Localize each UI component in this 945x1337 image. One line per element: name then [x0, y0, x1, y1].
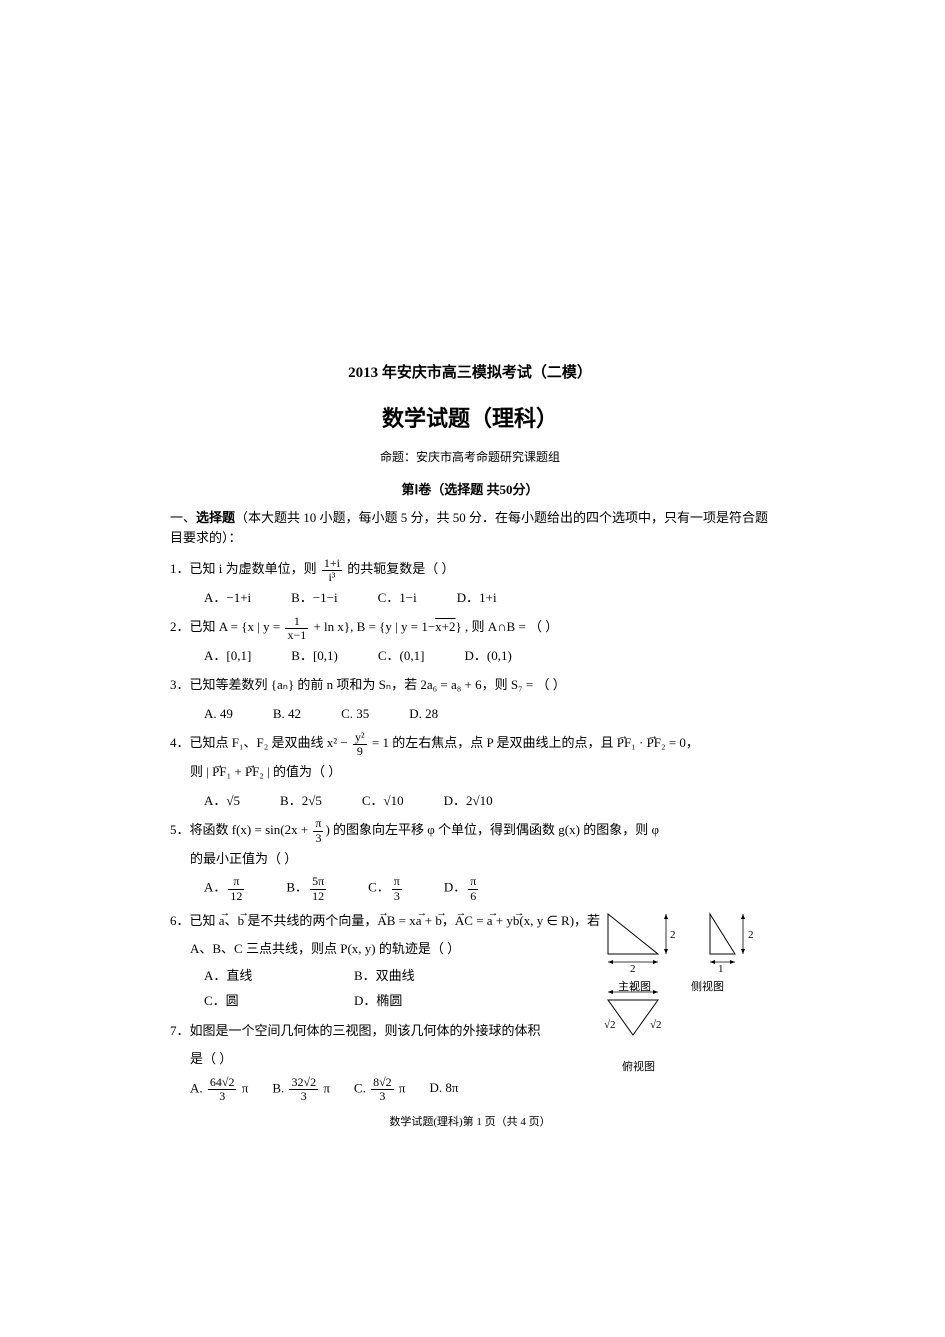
question-4: 4．已知点 F₁、F₂ 是双曲线 x² − y²9 = 1 的左右焦点，点 P … [170, 729, 770, 812]
top-right-edge: √2 [650, 1019, 662, 1031]
author-line: 命题：安庆市高考命题研究课题组 [170, 447, 770, 469]
q4-pf2: PF₂ [647, 735, 666, 750]
q4-opt-b: B．2√5 [280, 789, 322, 812]
question-1: 1．已知 i 为虚数单位，则 1+ii³ 的共轭复数是（ ） A．−1+i B．… [170, 555, 770, 609]
q5-opt-c: C．π3 [368, 875, 404, 902]
q2-opt-b: B．[0,1) [291, 644, 338, 667]
q1-opt-b: B．−1−i [291, 586, 337, 609]
q2-sqrt: x+2 [435, 619, 455, 634]
q4-opt-d: D．2√10 [444, 789, 493, 812]
three-view-diagram: 2 2 2 1 2 √2 √2 [600, 910, 780, 1078]
q2-fraction: 1x−1 [285, 615, 308, 642]
q6-opt-b: B．双曲线 [354, 964, 504, 987]
q4-options: A．√5 B．2√5 C．√10 D．2√10 [170, 789, 770, 812]
top-view-label: 俯视图 [622, 1061, 655, 1073]
q1-opt-c: C．1−i [378, 586, 417, 609]
q5-fraction: π3 [313, 817, 323, 844]
section-header: 一、选择题（本大题共 10 小题，每小题 5 分，共 50 分．在每小题给出的四… [170, 508, 770, 550]
q4-opt-a: A．√5 [204, 789, 240, 812]
section-prefix: 一、 [170, 510, 196, 525]
q4-stem: 4．已知点 F₁、F₂ 是双曲线 x² − y²9 = 1 的左右焦点，点 P … [170, 729, 770, 758]
q5-stem: 5．将函数 f(x) = sin(2x + π3) 的图象向左平移 φ 个单位，… [170, 816, 770, 845]
section-rest: （本大题共 10 小题，每小题 5 分，共 50 分．在每小题给出的四个选项中，… [170, 510, 768, 546]
main-title: 2013 年安庆市高三模拟考试（二模） [170, 360, 770, 387]
q3-opt-b: B. 42 [273, 702, 301, 725]
page-footer: 数学试题(理科)第 1 页（共 4 页） [170, 1113, 770, 1133]
q5-opt-a: A．π12 [204, 875, 246, 902]
question-2: 2．已知 A = {x | y = 1x−1 + ln x}, B = {y |… [170, 613, 770, 667]
q4-line2: 则 | PF₁ + PF₂ | 的值为（ ） [170, 758, 770, 787]
q5-opt-b: B．5π12 [286, 875, 328, 902]
front-base: 2 [630, 963, 636, 975]
q7-options: A. 64√23 π B. 32√23 π C. 8√23 π D. 8π [170, 1076, 590, 1103]
question-3: 3．已知等差数列 {aₙ} 的前 n 项和为 Sₙ，若 2a₆ = a₈ + 6… [170, 671, 770, 725]
section-bold: 选择题 [196, 510, 235, 525]
side-height: 2 [748, 929, 754, 941]
exam-page: 2013 年安庆市高三模拟考试（二模） 数学试题（理科） 命题：安庆市高考命题研… [170, 360, 770, 1133]
q3-opt-a: A. 49 [204, 702, 233, 725]
q2-opt-d: D．(0,1) [464, 644, 511, 667]
part-title: 第Ⅰ卷（选择题 共50分） [170, 478, 770, 501]
q7-line2: 是（ ） [170, 1045, 590, 1074]
q1-stem: 1．已知 i 为虚数单位，则 1+ii³ 的共轭复数是（ ） [170, 555, 770, 584]
question-5: 5．将函数 f(x) = sin(2x + π3) 的图象向左平移 φ 个单位，… [170, 816, 770, 903]
q3-options: A. 49 B. 42 C. 35 D. 28 [170, 702, 770, 725]
sub-title: 数学试题（理科） [170, 399, 770, 439]
q4-pf1: PF₁ [617, 735, 636, 750]
q6-opt-c: C．圆 [204, 989, 354, 1012]
q7-opt-a: A. 64√23 π [190, 1076, 248, 1103]
front-height: 2 [670, 929, 676, 941]
q7-opt-d: D. 8π [430, 1076, 459, 1103]
q5-options: A．π12 B．5π12 C．π3 D．π6 [170, 875, 770, 902]
q7-opt-b: B. 32√23 π [272, 1076, 330, 1103]
q1-opt-a: A．−1+i [204, 586, 251, 609]
q1-fraction: 1+ii³ [322, 557, 342, 584]
q6-opt-a: A．直线 [204, 964, 354, 987]
q2-stem: 2．已知 A = {x | y = 1x−1 + ln x}, B = {y |… [170, 613, 770, 642]
q6-opt-d: D．椭圆 [354, 989, 504, 1012]
side-base: 1 [718, 963, 724, 975]
q3-opt-d: D. 28 [409, 702, 438, 725]
q2-options: A．[0,1] B．[0,1) C．(0,1] D．(0,1) [170, 644, 770, 667]
question-7: 7．如图是一个空间几何体的三视图，则该几何体的外接球的体积 是（ ） A. 64… [170, 1017, 590, 1104]
q1-opt-d: D．1+i [457, 586, 497, 609]
q2-opt-c: C．(0,1] [378, 644, 425, 667]
q4-fraction: y²9 [353, 731, 367, 758]
q3-opt-c: C. 35 [341, 702, 369, 725]
q1-options: A．−1+i B．−1−i C．1−i D．1+i [170, 586, 770, 609]
q2-opt-a: A．[0,1] [204, 644, 251, 667]
front-view-label: 主视图 [618, 978, 651, 998]
side-view-label: 侧视图 [691, 978, 724, 998]
q7-stem: 7．如图是一个空间几何体的三视图，则该几何体的外接球的体积 [170, 1017, 590, 1046]
q5-opt-d: D．π6 [444, 875, 480, 902]
q7-opt-c: C. 8√23 π [354, 1076, 406, 1103]
q5-line2: 的最小正值为（ ） [170, 845, 770, 874]
q3-stem: 3．已知等差数列 {aₙ} 的前 n 项和为 Sₙ，若 2a₆ = a₈ + 6… [170, 671, 770, 700]
top-left-edge: √2 [604, 1019, 616, 1031]
q4-opt-c: C．√10 [362, 789, 404, 812]
